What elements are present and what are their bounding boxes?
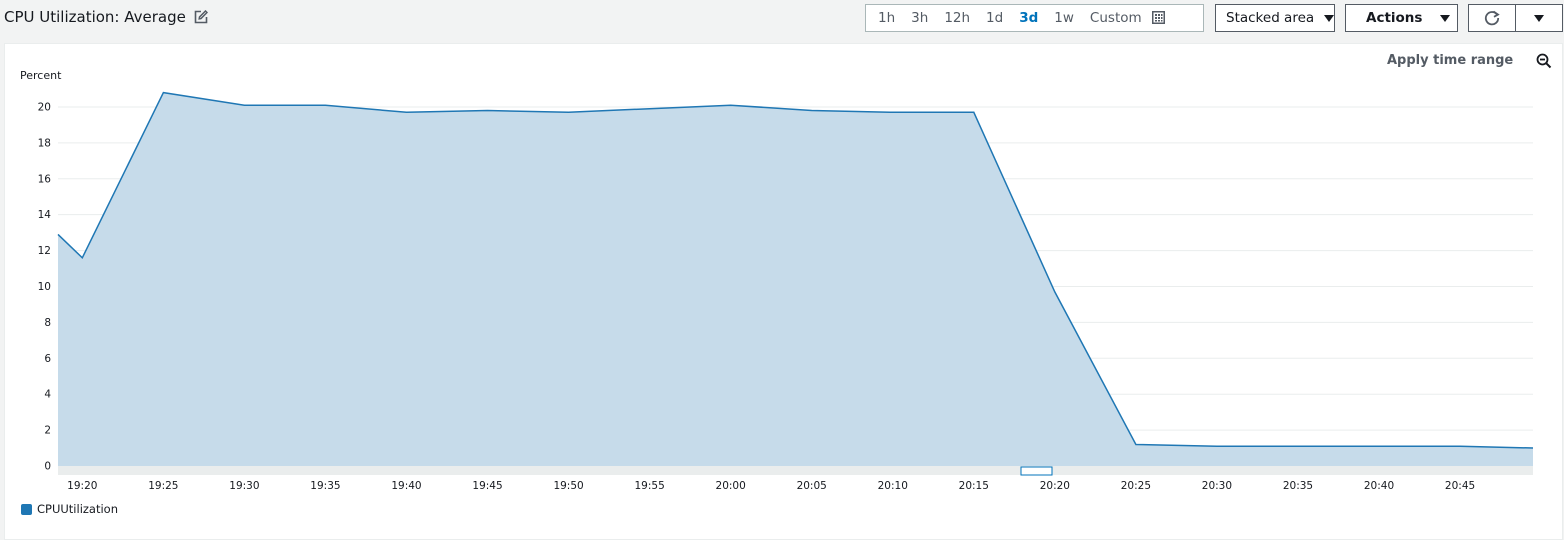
calendar-icon [1151,11,1165,24]
legend-label[interactable]: CPUUtilization [37,502,119,516]
chart-type-label: Stacked area [1226,10,1315,26]
y-tick-label: 18 [38,137,51,149]
y-axis-label: Percent [20,69,62,82]
series-area [58,92,1533,466]
chevron-down-icon [1324,14,1335,22]
series-line [57,91,1534,449]
custom-range-label: Custom [1089,10,1142,26]
y-tick-label: 10 [38,281,51,293]
time-range-12h[interactable]: 12h [944,10,971,26]
x-tick-label: 20:30 [1202,480,1232,492]
actions-label: Actions [1366,10,1423,26]
widget-toolbar: CPU Utilization: Average 1h 3h 12h 1d 3d… [0,0,1564,40]
x-tick-label: 19:45 [472,480,502,492]
zoom-out-icon[interactable] [1536,53,1552,69]
time-range-selector: 1h 3h 12h 1d 3d 1w Custom [865,4,1204,32]
x-tick-label: 20:00 [716,480,746,492]
x-tick-label: 19:50 [553,480,583,492]
cpu-chart[interactable]: 0 2 4 6 8 10 12 14 16 18 20 19:20 19:25 19:30 19:35 19:… [5,44,1562,539]
refresh-icon [1484,10,1500,26]
x-tick-label: 20:45 [1445,480,1475,492]
x-tick-label: 19:40 [391,480,421,492]
y-tick-label: 14 [38,209,52,221]
x-tick-label: 20:25 [1121,480,1151,492]
y-tick-label: 2 [44,425,51,437]
time-range-3d[interactable]: 3d [1019,10,1039,26]
graph-panel: Percent Apply time range 0 2 4 6 8 10 12 14 16 18… [4,43,1563,540]
chart-legend: CPUUtilization [21,502,118,516]
x-tick-label: 19:55 [634,480,664,492]
x-tick-label: 19:20 [67,480,97,492]
widget-title: CPU Utilization: Average [4,8,208,26]
zoom-handle[interactable] [1020,466,1053,476]
y-tick-label: 12 [38,245,51,257]
x-tick-label: 20:20 [1040,480,1070,492]
chevron-down-icon [1534,14,1544,22]
chevron-down-icon [1440,14,1451,22]
x-tick-label: 20:40 [1364,480,1394,492]
x-tick-label: 20:05 [797,480,827,492]
apply-time-range-button[interactable]: Apply time range [1387,53,1514,68]
widget-title-text: CPU Utilization: Average [4,8,186,26]
chart-type-dropdown[interactable]: Stacked area [1215,4,1335,32]
y-tick-label: 6 [44,353,51,365]
x-tick-label: 19:25 [148,480,178,492]
y-tick-label: 20 [38,101,51,113]
y-tick-label: 16 [38,173,52,185]
legend-swatch [21,503,32,515]
x-tick-label: 19:35 [310,480,340,492]
time-range-3h[interactable]: 3h [911,10,929,26]
time-range-1d[interactable]: 1d [986,10,1004,26]
y-tick-label: 8 [44,317,51,329]
x-tick-label: 20:35 [1283,480,1313,492]
x-tick-label: 20:10 [878,480,908,492]
custom-range-button[interactable]: Custom [1082,5,1173,31]
x-axis-scrub-bar [58,466,1533,475]
x-tick-label: 19:30 [229,480,259,492]
y-tick-label: 0 [44,461,51,473]
time-range-1w[interactable]: 1w [1054,10,1074,26]
refresh-button[interactable] [1468,4,1516,32]
time-range-1h[interactable]: 1h [878,10,896,26]
refresh-options-dropdown[interactable] [1515,4,1563,32]
y-tick-label: 4 [44,389,51,401]
actions-dropdown[interactable]: Actions [1345,4,1458,32]
x-tick-label: 20:15 [959,480,989,492]
edit-icon[interactable] [194,10,208,24]
